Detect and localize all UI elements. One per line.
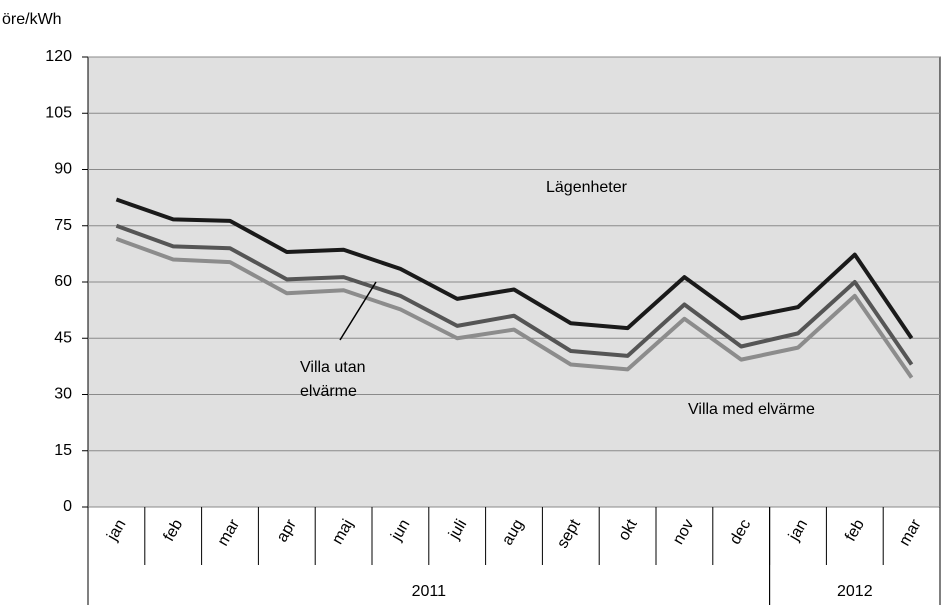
annotation: elvärme: [300, 383, 357, 400]
y-axis-unit: öre/kWh: [2, 11, 62, 28]
y-tick-label: 90: [54, 161, 72, 178]
series-line: [115, 223, 914, 366]
x-tick-label: apr: [274, 516, 301, 545]
group-label: 2011: [412, 583, 447, 600]
x-tick-label: juli: [445, 517, 470, 543]
y-tick-label: 45: [54, 329, 72, 346]
annotation: Lägenheter: [546, 179, 628, 196]
x-tick-label: jan: [785, 517, 811, 545]
x-tick-label: nov: [670, 517, 698, 548]
annotation: Villa utan: [300, 359, 366, 376]
annotation: Villa med elvärme: [688, 401, 815, 418]
x-tick-label: jan: [104, 517, 130, 545]
x-tick-label: aug: [499, 517, 527, 549]
x-tick-label: maj: [329, 517, 357, 548]
x-tick-label: mar: [896, 516, 925, 549]
series-line: [115, 236, 914, 379]
series-line: [115, 197, 914, 340]
y-tick-label: 60: [54, 273, 72, 290]
y-tick-label: 15: [54, 442, 72, 459]
x-tick-label: dec: [727, 517, 755, 548]
x-tick-label: feb: [842, 517, 868, 545]
x-tick-label: jun: [388, 517, 414, 545]
x-tick-label: okt: [615, 516, 641, 543]
y-tick-label: 75: [54, 217, 72, 234]
x-tick-label: sept: [554, 516, 584, 551]
group-label: 2012: [837, 583, 873, 600]
y-tick-label: 105: [45, 104, 72, 121]
y-tick-label: 0: [63, 498, 72, 515]
annotation-pointer: [339, 281, 377, 341]
x-tick-label: feb: [160, 517, 186, 545]
y-tick-label: 30: [54, 386, 72, 403]
y-tick-label: 120: [45, 48, 72, 65]
x-tick-label: mar: [215, 516, 244, 549]
